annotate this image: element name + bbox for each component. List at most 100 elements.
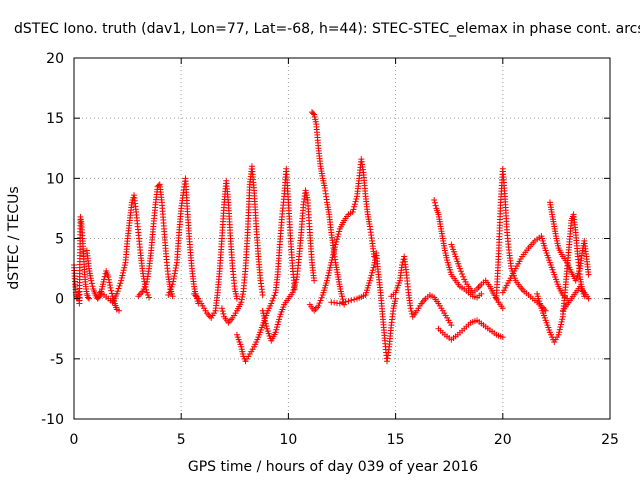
data-point — [290, 287, 297, 294]
data-point — [333, 236, 340, 243]
data-point — [330, 249, 337, 256]
data-point — [334, 233, 341, 240]
data-point — [370, 264, 377, 271]
data-point — [345, 298, 352, 305]
data-point — [431, 199, 438, 206]
data-point — [173, 262, 180, 269]
data-point — [332, 241, 339, 248]
data-point — [369, 269, 376, 276]
data-point — [118, 277, 125, 284]
x-tick-label: 25 — [601, 432, 619, 448]
data-point — [170, 278, 177, 285]
data-point — [120, 269, 127, 276]
data-point — [89, 283, 96, 290]
data-point — [108, 290, 115, 297]
data-series — [259, 187, 318, 344]
data-point — [353, 195, 360, 202]
data-series — [306, 156, 378, 314]
data-point — [339, 299, 346, 306]
data-point — [88, 280, 95, 287]
data-point — [108, 287, 115, 294]
data-point — [169, 293, 176, 300]
data-point — [460, 273, 467, 280]
data-point — [585, 295, 592, 302]
data-point — [105, 276, 112, 283]
data-point — [262, 318, 269, 325]
data-point — [259, 292, 266, 299]
data-point — [293, 276, 300, 283]
data-point — [499, 305, 506, 312]
data-point — [324, 275, 331, 282]
data-series — [165, 175, 202, 307]
data-point — [118, 275, 125, 282]
data-point — [95, 294, 102, 301]
y-tick-label: -5 — [50, 352, 64, 368]
data-point — [239, 291, 246, 298]
x-tick-label: 10 — [279, 432, 297, 448]
data-point — [275, 318, 282, 325]
data-point — [165, 292, 172, 299]
data-point — [292, 279, 299, 286]
data-point — [408, 308, 415, 315]
data-point — [268, 300, 275, 307]
data-point — [238, 296, 245, 303]
data-series — [83, 247, 123, 314]
data-point — [169, 281, 176, 288]
data-series — [218, 163, 266, 326]
data-point — [335, 231, 342, 238]
y-tick-label: 0 — [55, 292, 64, 308]
data-point — [315, 302, 322, 309]
data-point — [585, 271, 592, 278]
data-point — [456, 265, 463, 272]
data-point — [105, 274, 112, 281]
data-point — [115, 285, 122, 292]
y-tick-label: -10 — [41, 412, 64, 428]
y-tick-label: 20 — [46, 51, 64, 67]
chart-title: dSTEC Iono. truth (dav1, Lon=77, Lat=-68… — [14, 21, 640, 37]
data-point — [349, 209, 356, 216]
data-point — [239, 293, 246, 300]
data-point — [273, 324, 280, 331]
data-point — [351, 296, 358, 303]
data-point — [310, 110, 317, 117]
data-point — [459, 270, 466, 277]
data-point — [325, 269, 332, 276]
data-point — [328, 259, 335, 266]
data-point — [261, 315, 268, 322]
data-point — [168, 283, 175, 290]
data-point — [84, 294, 91, 301]
data-point — [329, 254, 336, 261]
data-point — [556, 329, 563, 336]
data-point — [260, 310, 267, 317]
data-point — [121, 262, 128, 269]
axes: 0 5 10 15 20 25 -10 -5 0 5 10 15 20 — [41, 51, 619, 448]
data-point — [88, 277, 95, 284]
data-point — [326, 267, 333, 274]
data-point — [121, 264, 128, 271]
grid-lines — [74, 58, 610, 419]
data-point — [559, 316, 566, 323]
data-point — [448, 322, 455, 329]
data-point — [114, 288, 121, 295]
data-point — [499, 334, 506, 341]
data-point — [478, 290, 485, 297]
data-point — [273, 326, 280, 333]
data-point — [260, 312, 267, 319]
data-point — [366, 277, 373, 284]
data-point — [327, 262, 334, 269]
x-tick-label: 5 — [177, 432, 186, 448]
data-point — [259, 307, 266, 314]
data-point — [457, 268, 464, 275]
data-series — [435, 317, 506, 343]
data-point — [269, 297, 276, 304]
data-point — [342, 298, 349, 305]
data-point — [262, 320, 269, 327]
x-tick-label: 20 — [494, 432, 512, 448]
data-series — [493, 165, 549, 314]
data-point — [330, 251, 337, 258]
data-point — [328, 256, 335, 263]
data-point — [146, 294, 153, 301]
data-point — [233, 295, 240, 302]
data-point — [399, 261, 406, 268]
